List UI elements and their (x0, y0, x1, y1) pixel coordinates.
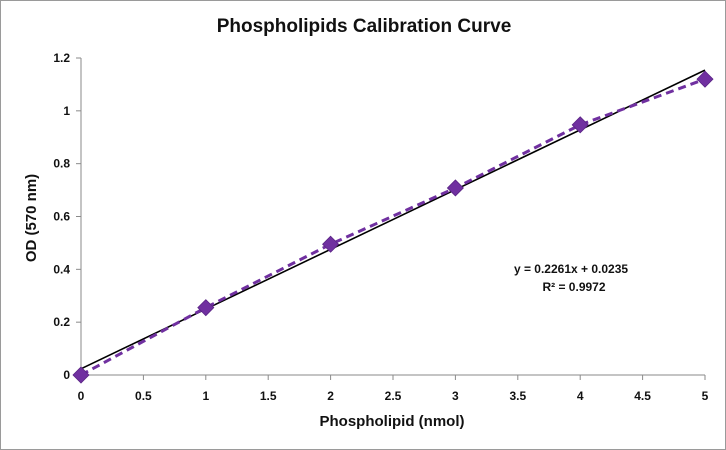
y-tick-label: 0.6 (53, 210, 70, 224)
x-tick-label: 3 (452, 389, 459, 403)
chart-title: Phospholipids Calibration Curve (217, 16, 512, 37)
y-tick-label: 1.2 (53, 51, 70, 65)
x-tick-label: 1 (202, 389, 209, 403)
data-point-diamond (571, 116, 589, 134)
y-tick-label: 1 (63, 104, 70, 118)
x-tick-label: 2.5 (385, 389, 402, 403)
y-axis-label: OD (570 nm) (23, 174, 40, 262)
y-tick-label: 0.2 (53, 315, 70, 329)
x-tick-label: 4.5 (634, 389, 651, 403)
x-tick-label: 3.5 (509, 389, 526, 403)
data-point-diamond (446, 179, 464, 197)
y-tick-label: 0.8 (53, 157, 70, 171)
plot-area: 0 0.2 0.4 0.6 0.8 1 1.2 0 0.5 1 1.5 2 2.5 3 3.5 4 4.5 5 (53, 51, 714, 403)
y-tick-label: 0 (63, 368, 70, 382)
y-tick-label: 0.4 (53, 262, 70, 276)
data-point-diamond (72, 366, 90, 384)
x-tick-label: 0 (78, 389, 85, 403)
x-tick-label: 4 (577, 389, 584, 403)
data-point-diamond (197, 299, 215, 317)
x-tick-label: 0.5 (135, 389, 152, 403)
x-tick-label: 5 (702, 389, 709, 403)
trendline-equation: y = 0.2261x + 0.0235 (514, 262, 628, 276)
data-point-diamond (696, 70, 714, 88)
x-tick-label: 2 (327, 389, 334, 403)
series-dashed-line (80, 77, 706, 377)
x-axis-label: Phospholipid (nmol) (320, 413, 465, 430)
data-point-diamond (322, 235, 340, 253)
x-tick-label: 1.5 (260, 389, 277, 403)
trendline-r-squared: R² = 0.9972 (542, 280, 605, 294)
